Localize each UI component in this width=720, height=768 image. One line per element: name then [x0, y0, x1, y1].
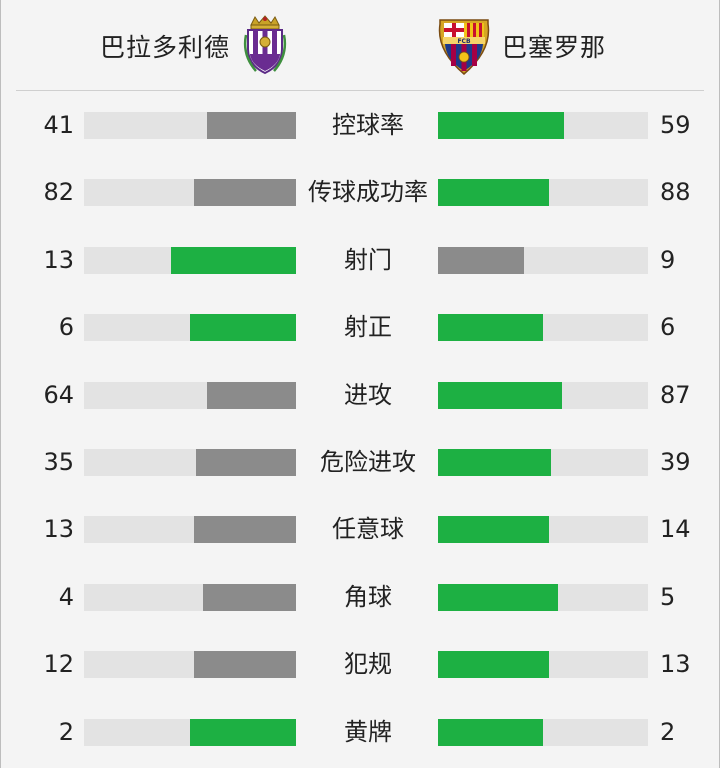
away-stat-bar: [438, 719, 648, 746]
home-stat-bar: [84, 584, 296, 611]
away-stat-value: 13: [660, 650, 691, 678]
stat-row: 2 黄牌 2: [0, 699, 720, 766]
away-team-name: 巴塞罗那: [502, 33, 607, 62]
away-stat-bar: [438, 449, 648, 476]
home-stat-bar-fill: [203, 584, 296, 611]
stat-label: 任意球: [332, 515, 404, 543]
real-valladolid-crest-icon: [243, 15, 287, 75]
away-stat-value: 9: [660, 246, 676, 274]
home-stat-bar-fill: [207, 382, 296, 409]
home-stat-value: 13: [43, 515, 74, 543]
home-stat-bar: [84, 112, 296, 139]
match-header: 巴拉多利德: [0, 0, 720, 90]
stat-row: 4 角球 5: [0, 564, 720, 631]
home-stat-bar: [84, 449, 296, 476]
stat-label: 射正: [344, 313, 392, 341]
home-stat-bar-fill: [190, 719, 296, 746]
home-stat-value: 12: [43, 650, 74, 678]
away-stat-value: 14: [660, 515, 691, 543]
stat-row: 82 传球成功率 88: [0, 159, 720, 226]
home-team-name: 巴拉多利德: [100, 33, 231, 62]
away-stat-bar: [438, 314, 648, 341]
home-stat-bar: [84, 247, 296, 274]
away-stat-value: 87: [660, 381, 691, 409]
home-stat-bar-fill: [207, 112, 296, 139]
away-stat-bar-fill: [438, 449, 551, 476]
stat-label: 犯规: [344, 650, 392, 678]
stat-row: 35 危险进攻 39: [0, 429, 720, 496]
away-stat-bar-fill: [438, 516, 549, 543]
stat-label: 角球: [344, 583, 392, 611]
stat-label: 控球率: [332, 111, 404, 139]
home-stat-bar-fill: [194, 651, 296, 678]
stat-row: 12 犯规 13: [0, 631, 720, 698]
svg-text:FCB: FCB: [457, 38, 471, 45]
away-stat-bar-fill: [438, 382, 562, 409]
away-stat-bar: [438, 516, 648, 543]
stat-row: 64 进攻 87: [0, 362, 720, 429]
home-stat-bar: [84, 314, 296, 341]
away-stat-value: 2: [660, 718, 676, 746]
home-stat-value: 4: [58, 583, 74, 611]
stat-label: 进攻: [344, 381, 392, 409]
away-stat-bar: [438, 382, 648, 409]
home-stat-bar: [84, 516, 296, 543]
away-stat-bar-fill: [438, 112, 564, 139]
away-stat-bar: [438, 247, 648, 274]
away-stat-bar-fill: [438, 651, 549, 678]
away-stat-bar-fill: [438, 247, 524, 274]
home-stat-bar-fill: [196, 449, 296, 476]
home-stat-value: 2: [58, 718, 74, 746]
stat-label: 射门: [344, 246, 392, 274]
home-stat-bar: [84, 179, 296, 206]
away-stat-value: 5: [660, 583, 676, 611]
home-stat-value: 41: [43, 111, 74, 139]
home-stat-bar-fill: [171, 247, 296, 274]
away-stat-bar: [438, 112, 648, 139]
away-stat-value: 88: [660, 178, 691, 206]
home-stat-bar: [84, 382, 296, 409]
away-team[interactable]: FCB 巴塞罗那: [436, 14, 606, 78]
stat-row: 13 任意球 14: [0, 496, 720, 563]
stat-row: 13 射门 9: [0, 227, 720, 294]
home-stat-value: 64: [43, 381, 74, 409]
home-stat-bar-fill: [194, 516, 296, 543]
home-stat-bar: [84, 651, 296, 678]
header-divider: [16, 90, 704, 91]
home-stat-bar: [84, 719, 296, 746]
home-stat-value: 13: [43, 246, 74, 274]
away-stat-bar: [438, 584, 648, 611]
stat-row: 41 控球率 59: [0, 92, 720, 159]
home-stat-bar-fill: [194, 179, 296, 206]
left-edge: [0, 0, 1, 768]
away-stat-bar-fill: [438, 719, 543, 746]
away-stat-bar: [438, 179, 648, 206]
home-stat-value: 82: [43, 178, 74, 206]
away-stat-bar-fill: [438, 179, 549, 206]
away-stat-bar-fill: [438, 314, 543, 341]
stat-row: 6 射正 6: [0, 294, 720, 361]
away-stat-value: 39: [660, 448, 691, 476]
stat-label: 黄牌: [344, 718, 392, 746]
stat-label: 危险进攻: [320, 448, 416, 476]
stat-label: 传球成功率: [308, 178, 428, 206]
home-team[interactable]: 巴拉多利德: [100, 14, 288, 78]
home-stat-bar-fill: [190, 314, 296, 341]
away-stat-bar-fill: [438, 584, 558, 611]
fc-barcelona-crest-icon: FCB: [438, 19, 490, 75]
home-stat-value: 6: [58, 313, 74, 341]
away-stat-value: 6: [660, 313, 676, 341]
away-stat-bar: [438, 651, 648, 678]
home-stat-value: 35: [43, 448, 74, 476]
away-stat-value: 59: [660, 111, 691, 139]
